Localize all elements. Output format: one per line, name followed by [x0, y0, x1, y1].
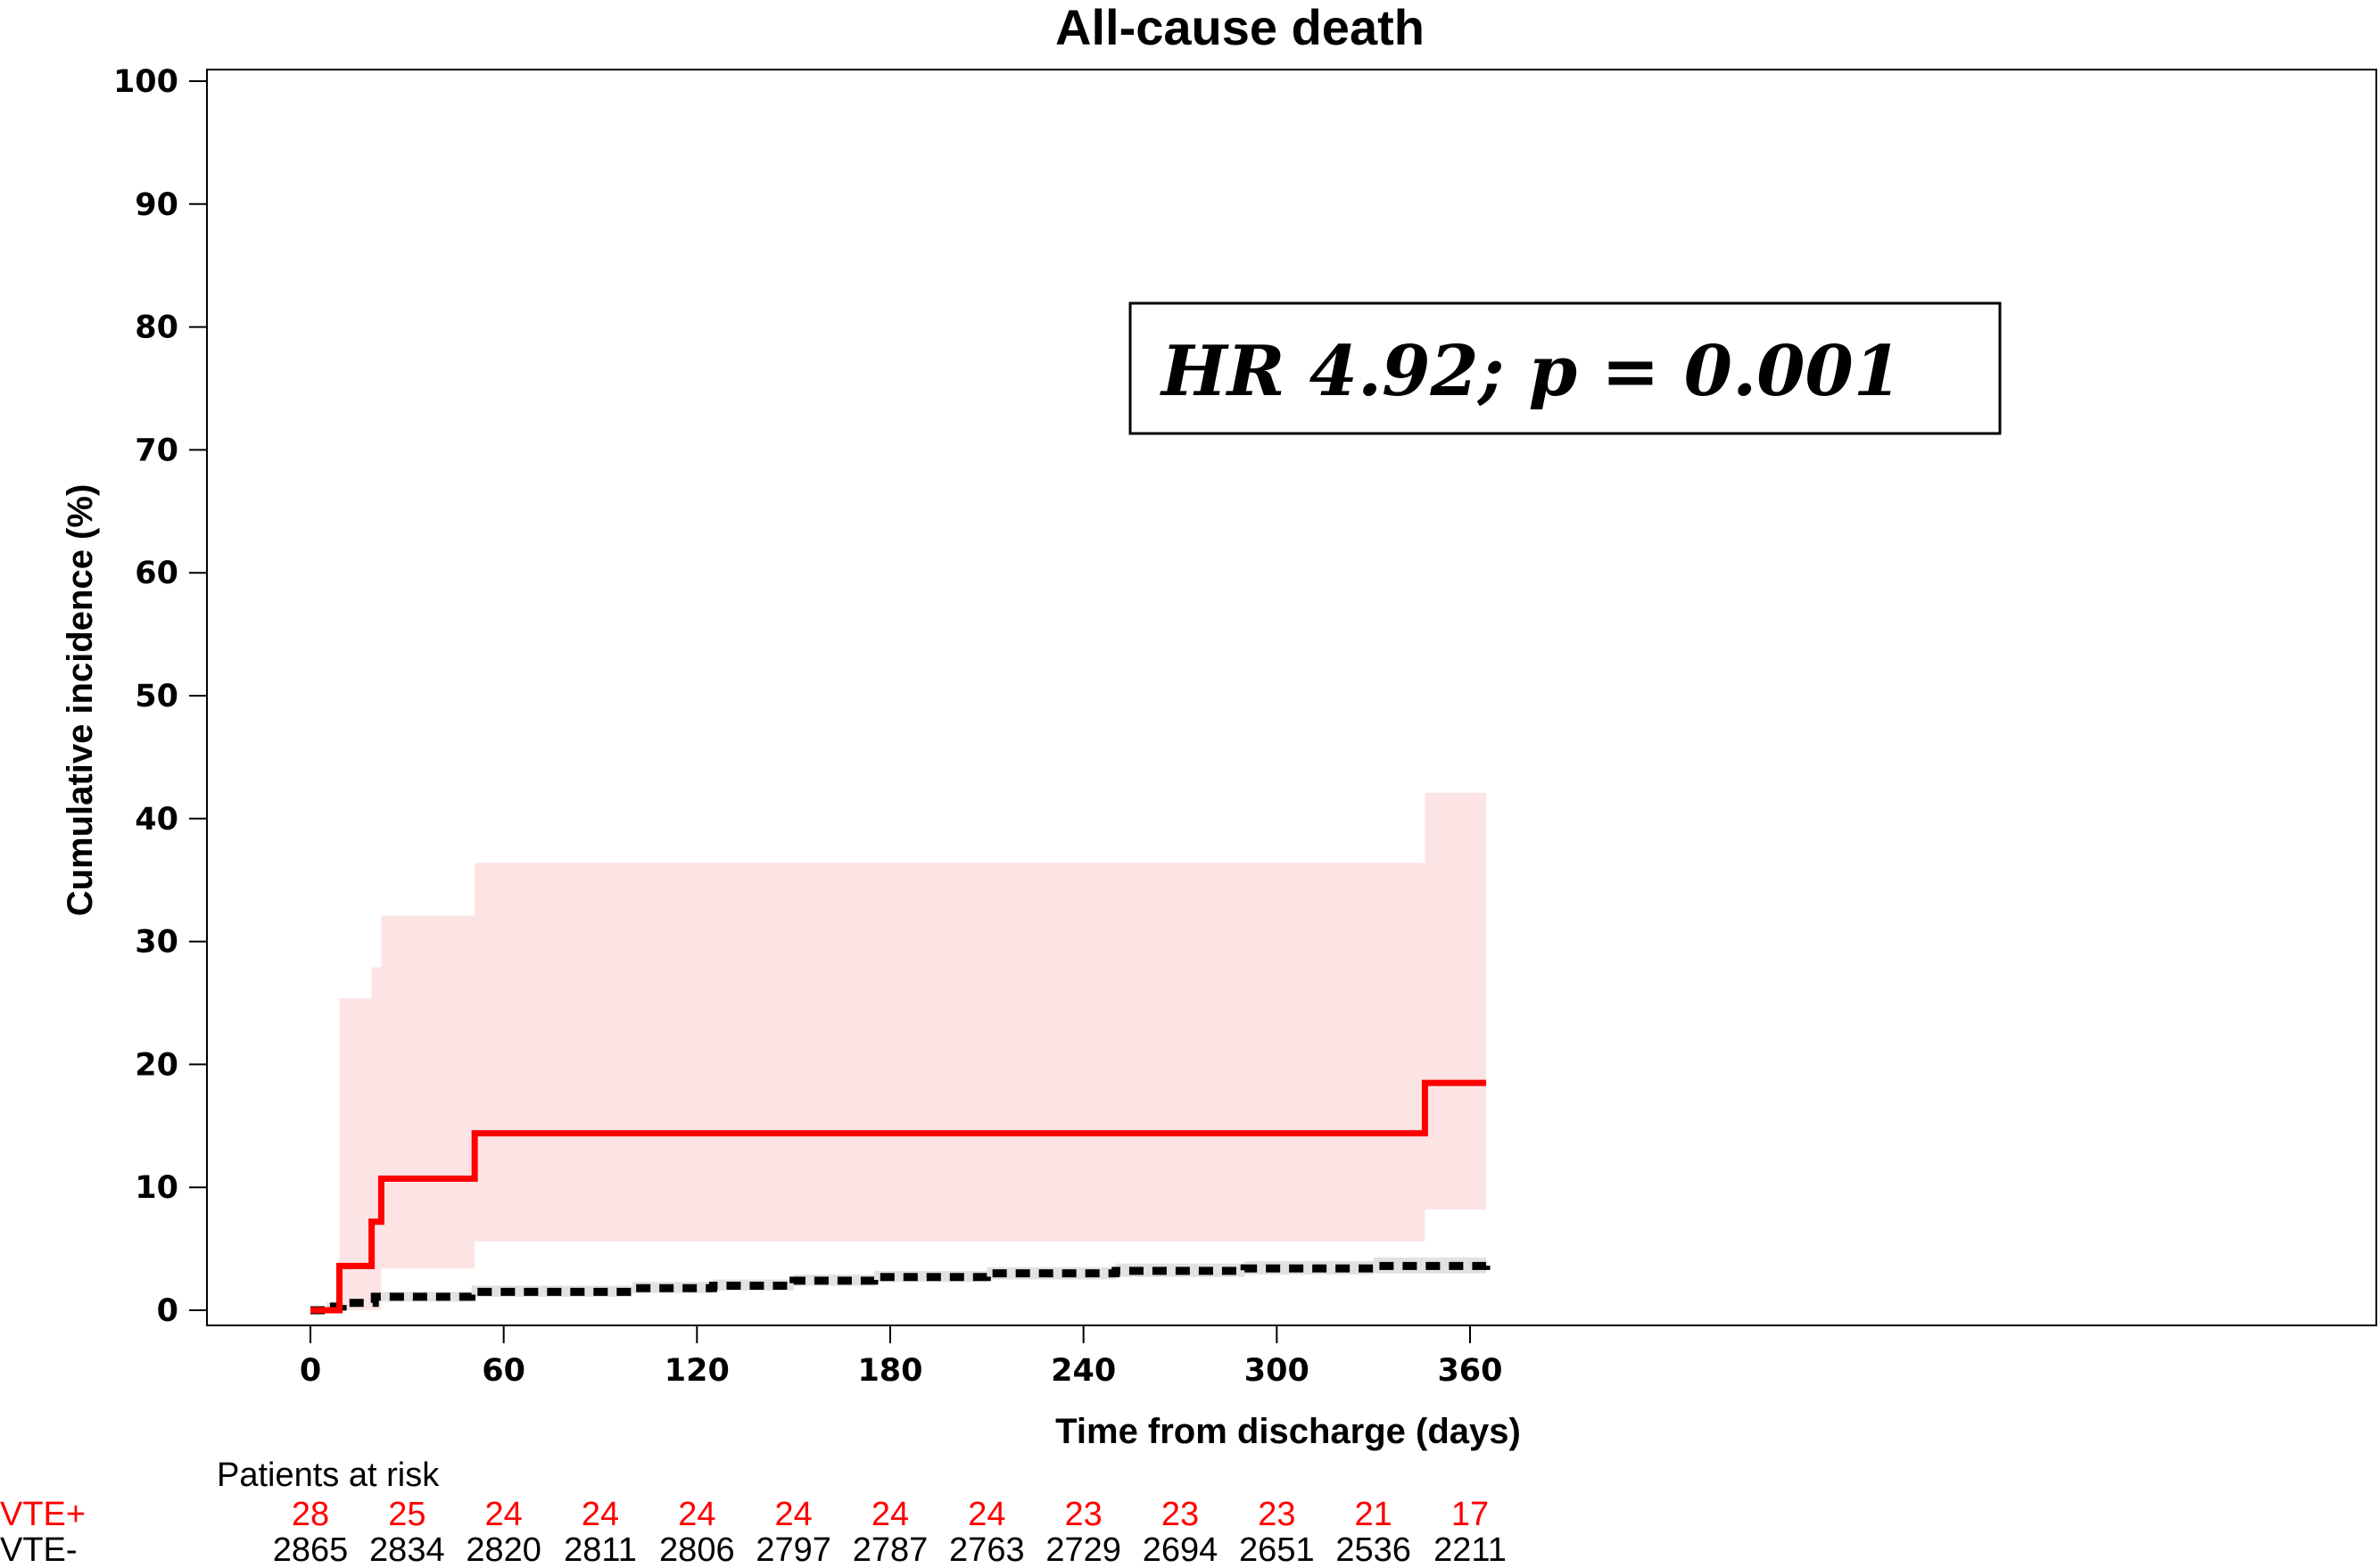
risk-row-label: VTE- [0, 1531, 78, 1568]
y-tick-label: 10 [135, 1170, 178, 1206]
risk-value: 2536 [1335, 1531, 1411, 1568]
risk-value: 23 [1161, 1496, 1199, 1533]
vte-neg-line [310, 1261, 1491, 1315]
risk-value: 23 [1258, 1496, 1295, 1533]
chart-title: All-cause death [1055, 0, 1425, 55]
y-tick-label: 30 [135, 925, 178, 961]
vte-pos-line [310, 1079, 1487, 1314]
plot-area [206, 69, 2377, 1326]
y-axis-label: Cumulative incidence (%) [61, 484, 100, 917]
risk-value: 2694 [1143, 1531, 1218, 1568]
x-tick-label: 120 [665, 1353, 730, 1389]
risk-value: 2820 [466, 1531, 541, 1568]
risk-table: Patients at risk VTE+ 28 25 24 24 24 24 24 24 23 2… [0, 1457, 1507, 1568]
risk-value: 25 [388, 1496, 425, 1533]
risk-value: 21 [1355, 1496, 1392, 1533]
y-tick-label: 50 [135, 679, 178, 714]
risk-value: 28 [292, 1496, 329, 1533]
x-axis: 0 60 120 180 240 300 360 [300, 1325, 1503, 1389]
x-tick-label: 0 [300, 1353, 321, 1389]
hr-annotation: HR 4.92; p = 0.001 [1128, 301, 2002, 435]
risk-value: 2811 [564, 1531, 637, 1568]
risk-row-label: VTE+ [0, 1496, 86, 1533]
risk-value: 2211 [1433, 1531, 1507, 1568]
risk-value: 2797 [756, 1531, 831, 1568]
y-axis: 0 10 20 30 40 50 60 70 80 90 100 [113, 64, 207, 1329]
risk-value: 2865 [273, 1531, 349, 1568]
risk-value: 24 [871, 1496, 909, 1533]
x-tick-label: 360 [1437, 1353, 1502, 1389]
risk-table-title: Patients at risk [217, 1457, 440, 1494]
risk-value: 24 [775, 1496, 813, 1533]
y-tick-label: 40 [135, 802, 178, 838]
x-tick-label: 180 [857, 1353, 922, 1389]
risk-value: 24 [968, 1496, 1005, 1533]
risk-value: 24 [582, 1496, 619, 1533]
hr-annotation-box [1128, 301, 2002, 435]
y-tick-label: 80 [135, 310, 178, 346]
vte-pos-ci-band [310, 792, 1487, 1310]
y-tick-label: 90 [135, 187, 178, 223]
x-axis-label: Time from discharge (days) [1055, 1412, 1521, 1451]
y-tick-label: 70 [135, 433, 178, 468]
x-tick-label: 60 [482, 1353, 525, 1389]
y-tick-label: 0 [157, 1293, 178, 1329]
risk-value: 17 [1451, 1496, 1489, 1533]
risk-value: 2834 [369, 1531, 445, 1568]
x-tick-label: 240 [1051, 1353, 1116, 1389]
risk-value: 2787 [853, 1531, 929, 1568]
risk-value: 24 [678, 1496, 715, 1533]
confidence-bands [310, 792, 1487, 1310]
y-tick-label: 60 [135, 556, 178, 591]
x-tick-label: 300 [1244, 1353, 1309, 1389]
risk-value: 23 [1065, 1496, 1103, 1533]
risk-value: 24 [485, 1496, 523, 1533]
risk-value: 2763 [949, 1531, 1025, 1568]
hr-annotation-text: HR 4.92; p = 0.001 [1160, 331, 1902, 412]
y-tick-label: 20 [135, 1047, 178, 1083]
vte-neg-ci-band [310, 1254, 1487, 1310]
series-lines [310, 1079, 1491, 1315]
risk-value: 2729 [1045, 1531, 1121, 1568]
y-tick-label: 100 [113, 64, 178, 100]
risk-value: 2806 [659, 1531, 735, 1568]
risk-value: 2651 [1239, 1531, 1315, 1568]
